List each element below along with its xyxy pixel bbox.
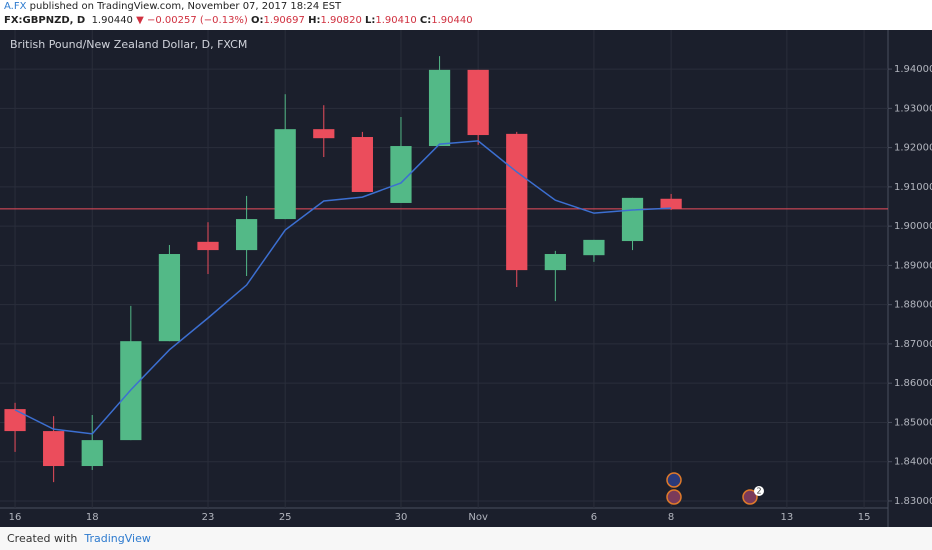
- candle-body: [351, 137, 373, 192]
- candle-body: [313, 129, 335, 139]
- chart: 1.83000 1.84000 1.85000 1.86000 1.87000 1.880…: [0, 30, 932, 527]
- y-tick-label: 1.94000: [894, 64, 932, 75]
- x-tick-label: 30: [395, 512, 408, 523]
- chart-title: British Pound/New Zealand Dollar, D, FXC…: [10, 38, 247, 51]
- y-tick-label: 1.93000: [894, 103, 932, 114]
- y-tick-label: 1.88000: [894, 300, 932, 311]
- y-tick-label: 1.83000: [894, 496, 932, 507]
- change: ▼ −0.00257 (−0.13%): [136, 15, 248, 26]
- author[interactable]: A.FX: [4, 1, 27, 12]
- candle-body: [621, 197, 644, 242]
- header-line: A.FX published on TradingView.com, Novem…: [4, 0, 932, 14]
- y-tick-label: 1.84000: [894, 457, 932, 468]
- candle-body: [544, 254, 566, 271]
- h-label: H:: [308, 15, 321, 26]
- event-count: 2: [756, 487, 761, 496]
- candle-body: [583, 239, 605, 256]
- event-badge: [754, 486, 764, 496]
- candle-body: [506, 133, 528, 271]
- candle-body: [197, 241, 219, 251]
- candle-body: [235, 219, 258, 251]
- moving-average: [14, 140, 672, 435]
- x-tick-label: 23: [202, 512, 215, 523]
- y-tick-label: 1.86000: [894, 378, 932, 389]
- h-value: 1.90820: [320, 15, 362, 26]
- header: A.FX published on TradingView.com, Novem…: [0, 0, 932, 30]
- brand[interactable]: TradingView: [84, 532, 151, 545]
- y-tick-label: 1.91000: [894, 182, 932, 193]
- l-value: 1.90410: [375, 15, 417, 26]
- o-value: 1.90697: [263, 15, 305, 26]
- c-value: 1.90440: [431, 15, 473, 26]
- o-label: O:: [251, 15, 264, 26]
- x-tick-label: 25: [279, 512, 292, 523]
- header-line: FX:GBPNZD, D 1.90440 ▼ −0.00257 (−0.13%)…: [4, 14, 932, 28]
- footer: Created with TradingView: [0, 527, 932, 550]
- candle-body: [390, 146, 412, 203]
- candle-body: [428, 69, 451, 147]
- ohlc: O:1.90697 H:1.90820 L:1.90410 C:1.90440: [251, 15, 473, 26]
- candle-body: [274, 129, 296, 220]
- event-flag[interactable]: [666, 472, 682, 488]
- y-tick-label: 1.87000: [894, 339, 932, 350]
- background: [0, 30, 932, 527]
- x-tick-label: 13: [781, 512, 794, 523]
- event-flag[interactable]: [742, 489, 758, 505]
- x-tick-label: 16: [9, 512, 22, 523]
- candle-body: [467, 69, 489, 136]
- candle-body: [660, 198, 682, 209]
- candle-body: [4, 409, 26, 432]
- created: Created with: [7, 532, 78, 545]
- x-tick-label: Nov: [468, 512, 488, 523]
- y-tick-label: 1.92000: [894, 143, 932, 154]
- x-tick-label: 6: [591, 512, 597, 523]
- c-label: C:: [419, 15, 432, 26]
- x-tick-label: 8: [668, 512, 674, 523]
- x-tick-label: 15: [858, 512, 871, 523]
- last: 1.90440: [91, 15, 133, 26]
- candle-body: [43, 431, 65, 467]
- y-tick-label: 1.90000: [894, 221, 932, 232]
- l-label: L:: [365, 15, 376, 26]
- y-tick-label: 1.89000: [894, 260, 932, 271]
- y-tick-label: 1.85000: [894, 417, 932, 428]
- symbol: FX:GBPNZD, D: [4, 15, 86, 26]
- candle-body: [81, 440, 103, 467]
- candle-body: [158, 254, 181, 342]
- x-tick-label: 18: [86, 512, 99, 523]
- event-flag[interactable]: [666, 489, 682, 505]
- published: published on TradingView.com, November 0…: [29, 1, 342, 12]
- event-icons: 2: [666, 472, 764, 505]
